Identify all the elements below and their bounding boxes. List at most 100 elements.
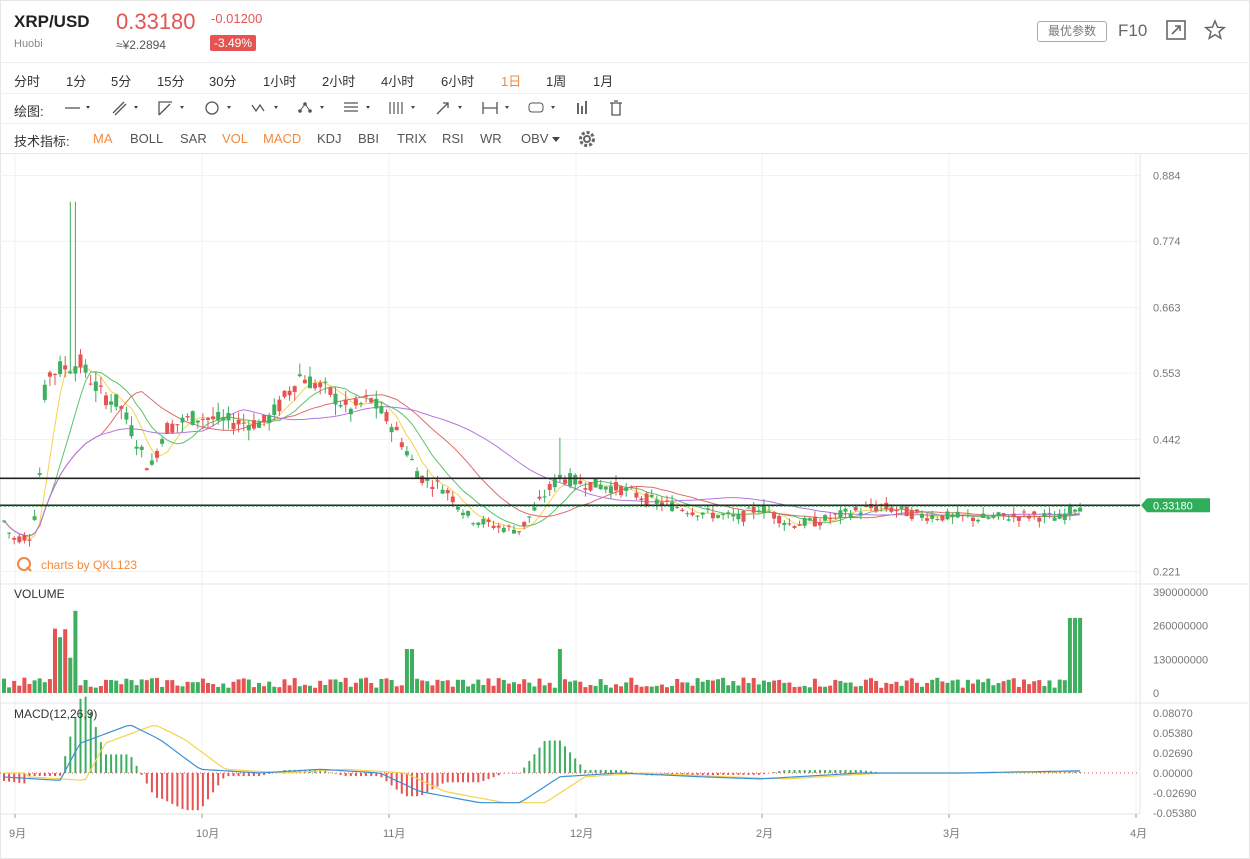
candle-body [787, 523, 792, 525]
period-tab[interactable]: 4小时 [381, 74, 415, 89]
candle-body [853, 507, 858, 511]
trash-icon[interactable] [606, 97, 640, 119]
candle-body [858, 512, 863, 515]
candle-body [527, 516, 532, 518]
star-icon[interactable] [1204, 19, 1226, 41]
candle-body [802, 517, 807, 526]
volume-bar [455, 679, 460, 693]
candle-body [700, 512, 705, 515]
macd-histogram-bar [553, 740, 556, 773]
candle-body [690, 512, 695, 516]
candle-body [736, 513, 741, 520]
volume-bar [705, 679, 710, 693]
volume-bar [292, 678, 297, 693]
candle-body [93, 381, 98, 391]
ray-tool-icon[interactable] [156, 97, 190, 119]
indicator-macd[interactable]: MACD [263, 131, 302, 146]
macd-histogram-bar [33, 773, 36, 777]
volume-bar [425, 681, 430, 693]
period-tab-active[interactable]: 1日 [501, 74, 522, 89]
candle-body [751, 506, 756, 513]
indicator-kdj[interactable]: KDJ [317, 131, 342, 146]
expand-icon[interactable] [1165, 19, 1187, 41]
period-tab[interactable]: 5分 [111, 74, 132, 89]
gear-icon[interactable] [577, 129, 597, 149]
indicator-sar[interactable]: SAR [180, 131, 207, 146]
period-tab[interactable]: 分时 [14, 74, 41, 89]
wave-tool-icon[interactable] [250, 97, 284, 119]
indicator-boll[interactable]: BOLL [130, 131, 164, 146]
volume-bar [185, 681, 190, 693]
volume-bar [343, 677, 348, 693]
price-chart[interactable]: 0.884 0.774 0.663 0.553 0.442 0.221 390000000 2… [0, 154, 1248, 857]
arrow-tool-icon[interactable] [434, 97, 468, 119]
gann-tool-icon[interactable] [387, 97, 421, 119]
period-tab[interactable]: 6小时 [441, 74, 475, 89]
volume-bar [68, 657, 73, 693]
volume-bar [960, 687, 965, 693]
candle-body [659, 502, 664, 506]
indicator-vol[interactable]: VOL [222, 131, 249, 146]
volume-bar [527, 682, 532, 693]
period-tab[interactable]: 1月 [593, 74, 614, 89]
volume-bar [481, 684, 486, 693]
candle-body [236, 419, 241, 425]
pen-tool-icon[interactable] [110, 97, 144, 119]
candle-body [874, 506, 879, 511]
candlesticks [2, 201, 1083, 547]
macd-histogram-bar [69, 736, 72, 773]
candle-body [435, 480, 440, 482]
macd-histogram-bar [94, 727, 97, 773]
period-tab[interactable]: 2小时 [322, 74, 356, 89]
period-tab[interactable]: 1小时 [263, 74, 297, 89]
indicator-rsi[interactable]: RSI [442, 131, 464, 146]
candle-body [782, 522, 787, 526]
best-params-button[interactable]: 最优参数 [1037, 21, 1107, 42]
comment-tool-icon[interactable] [527, 97, 561, 119]
f10-button[interactable]: F10 [1118, 21, 1148, 40]
indicator-bbi[interactable]: BBI [358, 131, 379, 146]
period-tab[interactable]: 1周 [546, 74, 567, 89]
macd-histogram-bar [64, 756, 67, 773]
volume-bar [700, 681, 705, 693]
volume-bar [654, 685, 659, 693]
macd-histogram-bar [533, 754, 536, 773]
indicator-ma[interactable]: MA [93, 131, 113, 146]
candle-body [797, 524, 802, 526]
volume-bar [211, 684, 216, 693]
candle-body [547, 484, 552, 490]
period-tab[interactable]: 15分 [157, 74, 185, 89]
indicator-trix[interactable]: TRIX [397, 131, 427, 146]
volume-bar [792, 687, 797, 693]
range-tool-icon[interactable] [481, 97, 515, 119]
candle-body [716, 515, 720, 518]
candle-body [251, 420, 256, 429]
volume-bar [863, 679, 868, 693]
period-tab[interactable]: 30分 [209, 74, 237, 89]
circle-tool-icon[interactable] [203, 97, 237, 119]
macd-histogram-bar [762, 773, 765, 775]
macd-histogram-bar [722, 773, 725, 775]
volume-bar [614, 684, 618, 693]
macd-histogram-bar [161, 773, 164, 799]
bar-chart-icon[interactable] [574, 97, 608, 119]
chart-grid [0, 154, 1248, 815]
volume-bar [73, 610, 78, 693]
pattern-tool-icon[interactable] [296, 97, 330, 119]
volume-bar [710, 680, 715, 693]
macd-histogram-bar [717, 773, 719, 775]
macd-histogram-bar [497, 773, 500, 776]
volume-bar [399, 685, 404, 693]
fib-tool-icon[interactable] [342, 97, 376, 119]
horizontal-lines [0, 477, 1140, 507]
candle-body [955, 511, 960, 518]
candle-body [241, 422, 246, 424]
indicator-obv-dropdown[interactable]: OBV [521, 131, 561, 146]
candle-body [1037, 517, 1042, 522]
volume-bar [802, 685, 807, 693]
indicator-wr[interactable]: WR [480, 131, 502, 146]
period-tab[interactable]: 1分 [66, 74, 87, 89]
volume-axis-tick: 0 [1153, 688, 1159, 700]
line-tool-icon[interactable] [62, 97, 96, 119]
candle-body [705, 508, 710, 510]
